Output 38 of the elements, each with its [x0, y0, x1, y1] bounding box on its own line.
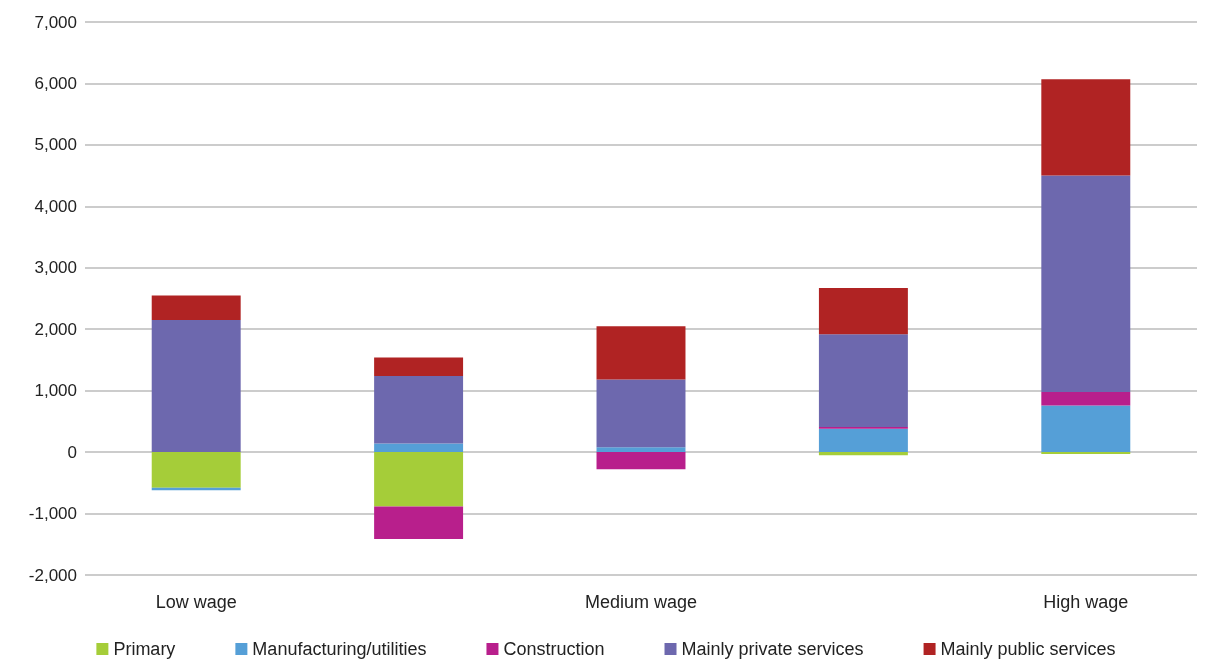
y-tick-label: 0	[67, 442, 77, 462]
bar	[1041, 175, 1131, 392]
legend-label: Mainly private services	[681, 639, 864, 659]
bar	[818, 428, 908, 453]
legend-label: Primary	[113, 639, 176, 659]
y-tick-label: -2,000	[28, 565, 77, 585]
bar	[818, 288, 908, 335]
bar	[1041, 405, 1131, 453]
legend-label: Construction	[503, 639, 605, 659]
legend-label: Mainly public services	[940, 639, 1116, 659]
bar	[374, 452, 464, 507]
bar	[374, 375, 464, 444]
bar	[818, 452, 908, 456]
bar	[374, 357, 464, 376]
bar	[151, 320, 241, 453]
x-tick-label: High wage	[1043, 592, 1129, 612]
bar	[818, 334, 908, 427]
x-tick-label: Medium wage	[584, 592, 698, 612]
bar	[151, 295, 241, 321]
legend-label: Manufacturing/utilities	[252, 639, 427, 659]
bar	[596, 452, 686, 470]
bar	[374, 443, 464, 453]
y-tick-label: 4,000	[34, 196, 77, 216]
y-tick-label: -1,000	[28, 504, 77, 524]
bar	[1041, 79, 1131, 176]
y-tick-label: 1,000	[34, 381, 77, 401]
y-tick-label: 6,000	[34, 73, 77, 93]
y-tick-label: 7,000	[34, 12, 77, 32]
bar	[374, 506, 464, 540]
bar	[1041, 391, 1131, 406]
y-tick-label: 2,000	[34, 319, 77, 339]
bar	[596, 379, 686, 448]
y-tick-label: 3,000	[34, 258, 77, 278]
y-tick-label: 5,000	[34, 135, 77, 155]
x-tick-label: Low wage	[155, 592, 237, 612]
bar	[596, 326, 686, 380]
bar	[596, 447, 686, 453]
bar	[151, 452, 241, 488]
